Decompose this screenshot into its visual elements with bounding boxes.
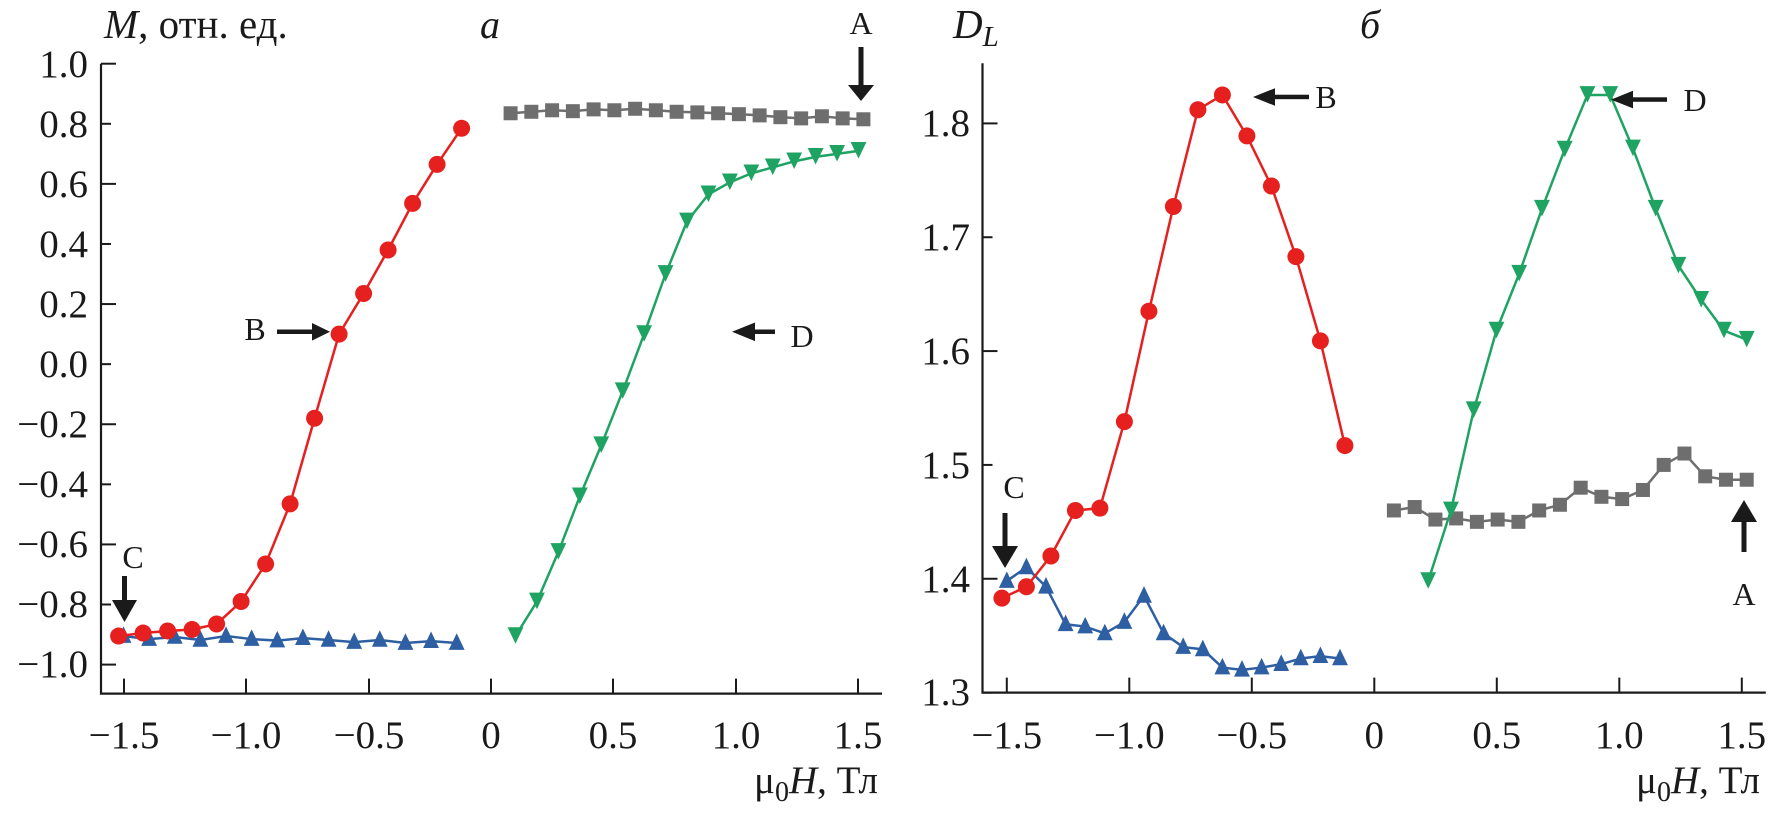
- svg-text:0: 0: [1365, 714, 1385, 757]
- svg-text:−1.5: −1.5: [971, 714, 1042, 757]
- svg-text:0.6: 0.6: [39, 163, 88, 206]
- svg-text:−0.6: −0.6: [17, 523, 88, 566]
- svg-text:−1.0: −1.0: [211, 714, 282, 757]
- svg-text:μ0H, Тл: μ0H, Тл: [1636, 759, 1760, 808]
- svg-text:D: D: [1683, 82, 1706, 118]
- svg-text:μ0H, Тл: μ0H, Тл: [754, 759, 878, 808]
- svg-text:B: B: [1315, 79, 1336, 115]
- svg-text:A: A: [849, 5, 872, 41]
- svg-text:C: C: [122, 539, 143, 575]
- svg-text:0: 0: [481, 714, 501, 757]
- svg-text:0.8: 0.8: [39, 103, 88, 146]
- svg-text:−0.5: −0.5: [1216, 714, 1287, 757]
- svg-text:1.5: 1.5: [921, 444, 970, 487]
- svg-text:−0.5: −0.5: [334, 714, 405, 757]
- svg-text:1.0: 1.0: [1595, 714, 1644, 757]
- svg-text:б: б: [1360, 2, 1382, 47]
- svg-text:0.5: 0.5: [589, 714, 638, 757]
- svg-text:0.4: 0.4: [39, 223, 88, 266]
- svg-text:−0.8: −0.8: [17, 583, 88, 626]
- svg-text:1.0: 1.0: [712, 714, 761, 757]
- svg-text:1.5: 1.5: [1717, 714, 1766, 757]
- svg-text:M, отн. ед.: M, отн. ед.: [103, 1, 288, 47]
- svg-text:1.4: 1.4: [921, 558, 970, 601]
- svg-text:−1.5: −1.5: [89, 714, 160, 757]
- svg-text:−1.0: −1.0: [1094, 714, 1165, 757]
- svg-text:0.0: 0.0: [39, 343, 88, 386]
- svg-text:1.5: 1.5: [834, 714, 883, 757]
- svg-text:1.0: 1.0: [39, 43, 88, 86]
- svg-text:A: A: [1732, 576, 1755, 612]
- svg-text:1.3: 1.3: [921, 671, 970, 714]
- svg-text:a: a: [480, 2, 500, 47]
- svg-text:−1.0: −1.0: [17, 643, 88, 686]
- svg-text:0.2: 0.2: [39, 283, 88, 326]
- svg-text:1.8: 1.8: [921, 102, 970, 145]
- svg-text:C: C: [1003, 469, 1024, 505]
- svg-text:0.5: 0.5: [1472, 714, 1521, 757]
- svg-text:−0.2: −0.2: [17, 403, 88, 446]
- svg-text:D: D: [790, 318, 813, 354]
- svg-text:B: B: [244, 311, 265, 347]
- svg-text:1.6: 1.6: [921, 330, 970, 373]
- svg-text:−0.4: −0.4: [17, 463, 88, 506]
- svg-text:1.7: 1.7: [921, 216, 970, 259]
